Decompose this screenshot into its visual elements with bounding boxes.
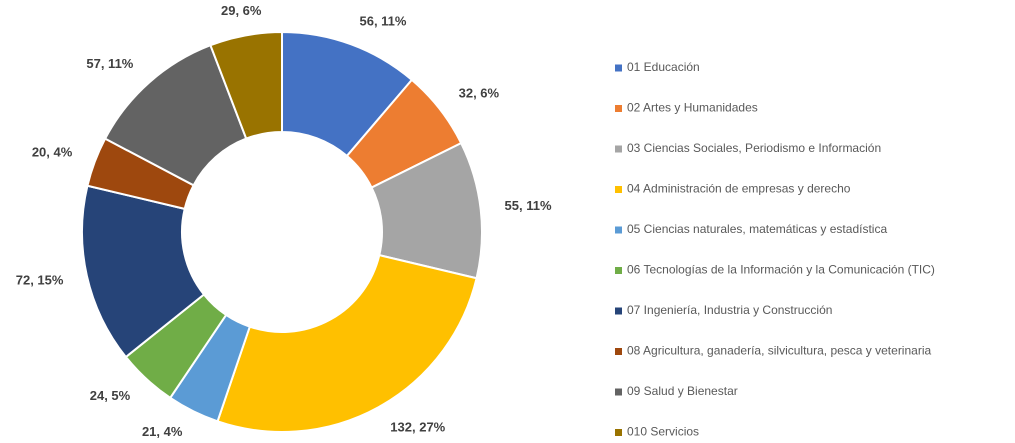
donut-slice xyxy=(209,30,283,140)
data-label: 32, 6% xyxy=(459,86,500,101)
legend-label: 010 Servicios xyxy=(627,425,699,439)
donut-slice xyxy=(81,184,206,359)
data-label: 20, 4% xyxy=(32,145,73,160)
data-label: 21, 4% xyxy=(142,424,183,439)
legend-label: 03 Ciencias Sociales, Periodismo e Infor… xyxy=(627,141,881,155)
legend-swatch xyxy=(615,186,622,193)
legend-swatch xyxy=(615,307,622,315)
data-label: 56, 11% xyxy=(359,13,406,28)
data-label: 55, 11% xyxy=(505,198,552,213)
legend-label: 05 Ciencias naturales, matemáticas y est… xyxy=(627,222,887,236)
legend-label: 01 Educación xyxy=(627,60,700,74)
legend-label: 07 Ingeniería, Industria y Construcción xyxy=(627,303,832,317)
data-label: 29, 6% xyxy=(221,3,262,18)
data-label: 24, 5% xyxy=(90,388,131,403)
legend-label: 06 Tecnologías de la Información y la Co… xyxy=(627,263,935,277)
donut-slice xyxy=(216,253,478,433)
data-label: 57, 11% xyxy=(86,56,133,71)
data-label: 72, 15% xyxy=(16,272,64,287)
legend-swatch xyxy=(615,105,622,112)
legend-swatch xyxy=(615,348,622,355)
legend-swatch xyxy=(615,429,622,436)
legend-swatch xyxy=(615,388,622,396)
legend-swatch xyxy=(615,145,622,153)
legend-label: 08 Agricultura, ganadería, silvicultura,… xyxy=(627,344,931,358)
legend-swatch xyxy=(615,267,622,274)
legend-swatch xyxy=(615,64,622,72)
data-label: 132, 27% xyxy=(390,420,445,435)
legend-label: 02 Artes y Humanidades xyxy=(627,101,758,115)
legend-label: 04 Administración de empresas y derecho xyxy=(627,182,851,196)
legend-label: 09 Salud y Bienestar xyxy=(627,384,738,398)
legend-swatch xyxy=(615,226,622,234)
